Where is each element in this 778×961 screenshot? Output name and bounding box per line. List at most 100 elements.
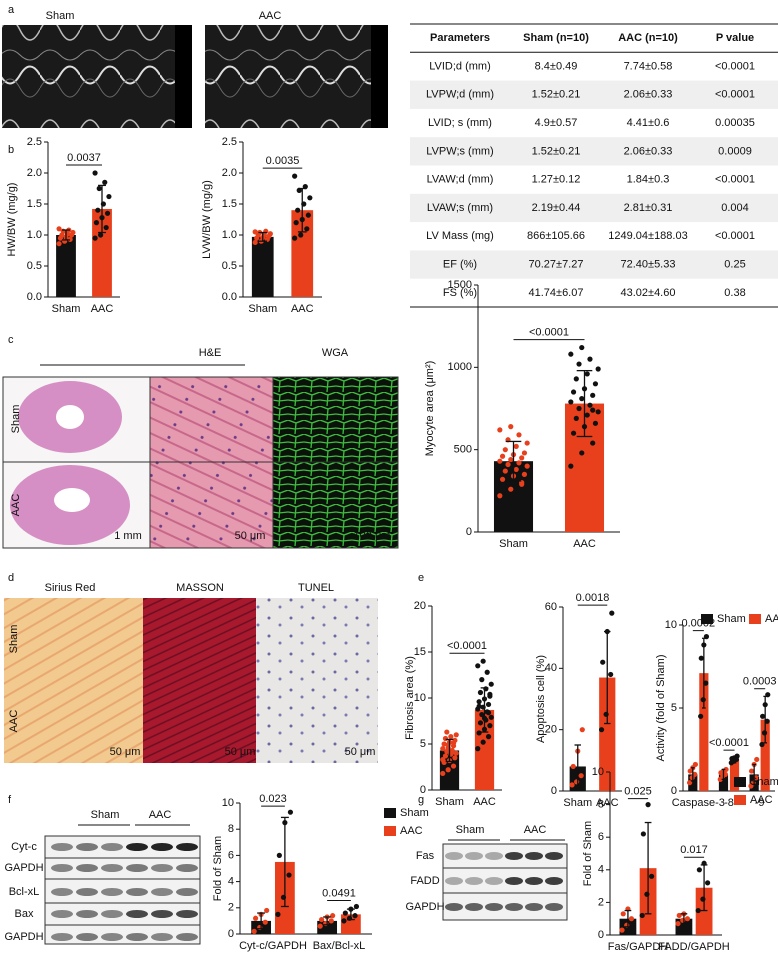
blot-band <box>76 933 98 941</box>
data-point <box>516 460 522 466</box>
table-header: Parameters <box>430 32 490 44</box>
data-point <box>477 720 484 726</box>
blot-band <box>485 877 503 885</box>
data-point <box>488 714 494 720</box>
data-point <box>67 236 73 242</box>
bar <box>760 719 770 791</box>
bar <box>474 709 495 790</box>
data-point <box>441 741 447 747</box>
data-point <box>574 779 580 785</box>
data-point <box>96 185 102 192</box>
y-axis-label: HW/BW (mg/g) <box>6 183 18 257</box>
data-point <box>328 918 334 924</box>
data-point <box>723 766 729 773</box>
echo-scale <box>371 25 388 128</box>
bar <box>291 210 314 297</box>
y-tick-label: 1.5 <box>27 198 42 210</box>
blot-band <box>101 843 123 851</box>
data-point <box>330 913 336 919</box>
table-cell: 7.74±0.58 <box>624 60 673 72</box>
he-image <box>149 461 274 549</box>
data-point <box>485 701 492 708</box>
blot-band <box>445 852 463 860</box>
y-tick-label: 6 <box>228 849 234 861</box>
data-point <box>675 920 681 927</box>
data-point <box>485 710 492 716</box>
data-point <box>568 399 574 405</box>
data-point <box>603 711 609 717</box>
data-point <box>317 923 323 929</box>
table-cell: 2.06±0.33 <box>624 145 673 157</box>
blot-band <box>126 933 148 941</box>
data-point <box>705 880 711 886</box>
table-cell: LVAW;d (mm) <box>427 174 494 186</box>
y-tick-label: 20 <box>545 724 557 736</box>
y-tick-label: 10 <box>592 766 604 778</box>
blot-frame <box>44 835 201 945</box>
data-point <box>579 450 585 456</box>
x-tick-label: Caspase-3 <box>672 797 725 809</box>
blot-band <box>101 864 123 872</box>
data-point <box>595 366 601 372</box>
row-shade <box>410 80 778 109</box>
blot-band <box>545 852 563 860</box>
label: Sham <box>456 824 485 836</box>
legend-swatch <box>384 826 396 836</box>
label: AAC <box>524 824 547 836</box>
blot-band <box>485 852 503 860</box>
table-cell: 4.9±0.57 <box>535 117 578 129</box>
label: Sham <box>46 10 75 22</box>
legend-swatch <box>701 614 713 624</box>
x-tick-label: AAC <box>91 303 114 315</box>
data-point <box>442 735 449 742</box>
y-tick-label: 2.0 <box>222 167 237 179</box>
y-tick-label: 500 <box>454 444 472 456</box>
data-point <box>698 655 704 661</box>
data-point <box>450 740 457 746</box>
heart-lumen <box>54 488 90 512</box>
table-cell: 4.41±0.6 <box>627 117 670 129</box>
echo-image <box>205 25 388 128</box>
data-point <box>698 713 704 719</box>
y-tick-label: 0 <box>551 785 557 797</box>
data-point <box>93 220 100 226</box>
y-tick-label: 10 <box>665 619 677 631</box>
data-point <box>252 915 259 921</box>
data-point <box>754 756 760 763</box>
blot-band <box>176 933 198 941</box>
data-point <box>524 463 530 469</box>
data-point <box>475 746 481 752</box>
blot-band <box>505 852 523 860</box>
data-point <box>579 344 585 351</box>
x-tick-label: FADD/GAPDH <box>658 941 730 953</box>
x-tick-label: Sham <box>52 303 81 315</box>
error-bar <box>732 755 737 764</box>
table-cell: LVID;d (mm) <box>429 60 491 72</box>
blot-band <box>101 933 123 941</box>
bar <box>695 887 713 935</box>
data-point <box>598 727 605 733</box>
table-cell: 866±105.66 <box>527 230 585 242</box>
data-point <box>692 761 698 768</box>
y-tick-label: 0 <box>466 526 472 538</box>
data-point <box>592 381 599 387</box>
blot-band <box>525 903 543 911</box>
error-bar <box>680 913 688 925</box>
data-point <box>600 659 606 665</box>
panel-letter: a <box>8 4 15 16</box>
y-tick-label: 0.5 <box>27 260 42 272</box>
blot-band <box>525 852 543 860</box>
data-point <box>568 463 574 469</box>
table-cell: 0.00035 <box>715 117 755 129</box>
y-tick-label: 5 <box>420 738 426 750</box>
error-bar <box>258 231 268 242</box>
data-point <box>476 699 482 705</box>
data-point <box>485 734 492 740</box>
blot-band <box>126 864 148 872</box>
table-cell: 0.38 <box>724 287 745 299</box>
wga-image <box>272 376 399 463</box>
data-point <box>102 179 108 185</box>
bar <box>729 759 740 791</box>
bar <box>56 235 76 297</box>
data-point <box>275 911 281 917</box>
